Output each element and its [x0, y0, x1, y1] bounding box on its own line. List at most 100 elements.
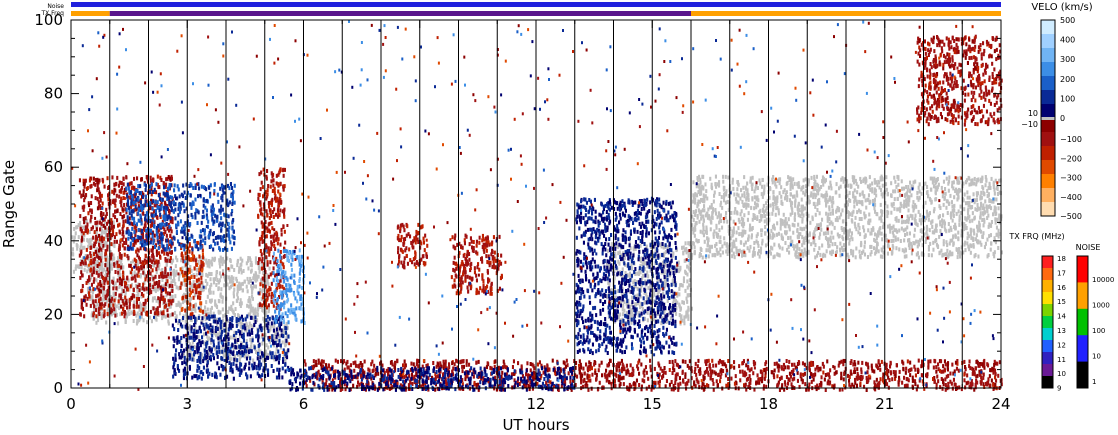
scatter-cell [665, 319, 668, 324]
scatter-cell [913, 241, 916, 246]
scatter-cell [902, 228, 905, 233]
scatter-cell [841, 228, 844, 232]
scatter-cell [773, 233, 776, 238]
scatter-cell [285, 349, 288, 354]
scatter-cell [861, 202, 864, 207]
scatter-cell [831, 222, 834, 227]
scatter-cell [401, 249, 404, 254]
scatter-cell [210, 340, 213, 345]
scatter-cell [893, 175, 896, 180]
scatter-cell [799, 226, 802, 231]
scatter-cell [283, 330, 286, 335]
scatter-cell [85, 228, 88, 233]
scatter-cell [760, 233, 763, 237]
scatter-cell [698, 174, 701, 179]
scatter-cell [265, 310, 268, 315]
scatter-cell [413, 236, 416, 241]
scatter-cell [406, 261, 409, 266]
scatter-cell [239, 304, 242, 308]
scatter-cell [259, 282, 262, 287]
scatter-cell [113, 298, 116, 303]
scatter-cell [238, 333, 241, 338]
scatter-cell [116, 260, 119, 265]
scatter-cell [110, 264, 113, 269]
scatter-cell [86, 269, 89, 274]
scatter-cell [181, 255, 184, 260]
scatter-cell [620, 299, 623, 304]
scatter-cell [890, 239, 893, 243]
scatter-cell [753, 252, 756, 257]
scatter-cell [187, 306, 190, 311]
scatter-cell [814, 204, 817, 209]
scatter-cell [915, 239, 918, 244]
scatter-cell [188, 326, 191, 331]
scatter-cell [272, 303, 275, 308]
scatter-cell [951, 252, 954, 257]
scatter-cell [920, 235, 923, 240]
scatter-cell [699, 191, 702, 196]
scatter-cell [123, 284, 126, 289]
scatter-cell [631, 307, 634, 312]
scatter-cell [161, 314, 164, 319]
scatter-cell [634, 247, 637, 251]
scatter-cell [863, 252, 866, 257]
scatter-cell [212, 277, 215, 282]
scatter-cell [613, 278, 616, 283]
scatter-cell [156, 182, 159, 187]
scatter-cell [956, 192, 959, 196]
scatter-cell [163, 227, 166, 232]
scatter-cell [747, 197, 750, 202]
scatter-cell [865, 205, 868, 210]
scatter-cell [930, 253, 933, 258]
scatter-cell [904, 233, 907, 237]
scatter-cell [261, 256, 264, 261]
scatter-cell [122, 230, 125, 235]
scatter-cell [144, 253, 147, 258]
scatter-cell [229, 279, 232, 284]
scatter-cell [214, 277, 217, 282]
scatter-cell [875, 193, 878, 198]
scatter-cell [816, 202, 819, 207]
scatter-cell [265, 245, 268, 250]
scatter-cell [129, 195, 132, 200]
scatter-cell [277, 328, 280, 333]
scatter-cell [188, 287, 191, 292]
scatter-cell [914, 218, 917, 223]
scatter-cell [222, 269, 225, 274]
scatter-cell [249, 307, 252, 312]
scatter-cell [105, 207, 108, 212]
scatter-cell [632, 318, 635, 323]
scatter-cell [817, 191, 820, 196]
scatter-cell [705, 248, 708, 253]
scatter-cell [251, 325, 254, 330]
scatter-cell [784, 219, 787, 224]
scatter-cell [106, 244, 109, 249]
scatter-cell [149, 283, 152, 288]
scatter-cell [118, 246, 121, 251]
scatter-cell [704, 213, 707, 218]
scatter-cell [919, 238, 922, 243]
scatter-cell [856, 201, 859, 206]
scatter-cell [776, 195, 779, 200]
scatter-cell [280, 199, 283, 204]
scatter-cell [682, 250, 685, 255]
scatter-cell [411, 260, 414, 265]
scatter-cell [881, 210, 884, 214]
scatter-cell [178, 302, 181, 307]
scatter-cell [151, 249, 154, 254]
scatter-cell [814, 195, 817, 200]
scatter-cell [984, 175, 987, 179]
scatter-cell [679, 283, 682, 287]
scatter-cell [663, 284, 666, 289]
scatter-cell [947, 188, 950, 193]
scatter-cell [942, 179, 945, 184]
scatter-cell [726, 247, 729, 252]
scatter-cell [266, 262, 269, 267]
scatter-cell [725, 211, 728, 215]
scatter-cell [167, 321, 170, 326]
scatter-cell [89, 241, 92, 246]
scatter-cell [727, 194, 730, 198]
scatter-cell [882, 225, 885, 230]
scatter-cell [727, 248, 730, 252]
scatter-cell [932, 240, 935, 245]
